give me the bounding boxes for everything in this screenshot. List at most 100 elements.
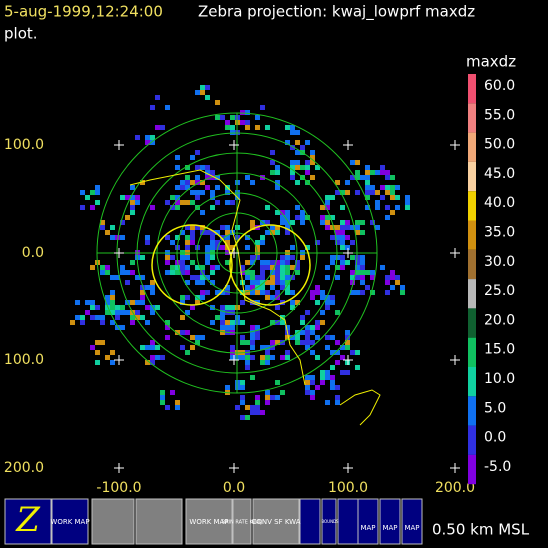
echo-cell xyxy=(360,220,365,225)
echo-cell xyxy=(355,220,360,225)
echo-cell xyxy=(220,330,225,335)
echo-cell xyxy=(95,340,100,345)
echo-cell xyxy=(290,265,295,270)
echo-cell xyxy=(155,95,160,100)
altitude: 0.50 km MSL xyxy=(432,521,530,539)
echo-cell xyxy=(90,305,95,310)
echo-cell xyxy=(330,260,335,265)
echo-cell xyxy=(225,290,230,295)
echo-cell xyxy=(285,225,290,230)
echo-cell xyxy=(110,305,115,310)
echo-cell xyxy=(385,185,390,190)
colorbar-swatch xyxy=(468,454,476,485)
echo-cell xyxy=(325,200,330,205)
toolbar-button[interactable] xyxy=(379,498,401,545)
toolbar-button[interactable] xyxy=(357,498,379,545)
echo-cell xyxy=(300,145,305,150)
echo-cell xyxy=(115,305,120,310)
echo-cell xyxy=(305,340,310,345)
echo-cell xyxy=(145,320,150,325)
echo-cell xyxy=(265,290,270,295)
toolbar-button[interactable] xyxy=(252,498,300,545)
echo-cell xyxy=(230,345,235,350)
toolbar-button[interactable] xyxy=(91,498,135,545)
echo-cell xyxy=(290,125,295,130)
echo-cell xyxy=(195,225,200,230)
echo-cell xyxy=(245,175,250,180)
echo-cell xyxy=(120,310,125,315)
colorbar-label: 45.0 xyxy=(484,166,515,182)
echo-cell xyxy=(245,285,250,290)
echo-cell xyxy=(250,260,255,265)
echo-cell xyxy=(275,270,280,275)
echo-cell xyxy=(210,280,215,285)
echo-cell xyxy=(115,310,120,315)
echo-cell xyxy=(180,345,185,350)
echo-cell xyxy=(285,325,290,330)
echo-cell xyxy=(395,205,400,210)
echo-cell xyxy=(310,330,315,335)
echo-cell xyxy=(165,405,170,410)
echo-cell xyxy=(235,405,240,410)
toolbar-button[interactable] xyxy=(185,498,233,545)
echo-cell xyxy=(400,285,405,290)
echo-cell xyxy=(215,185,220,190)
echo-cell xyxy=(285,280,290,285)
echo-cell xyxy=(310,295,315,300)
echo-cell xyxy=(250,410,255,415)
toolbar-button[interactable] xyxy=(401,498,423,545)
echo-cell xyxy=(325,345,330,350)
echo-cell xyxy=(280,265,285,270)
echo-cell xyxy=(275,180,280,185)
colorbar-label: 30.0 xyxy=(484,254,515,270)
echo-cell xyxy=(190,190,195,195)
echo-cell xyxy=(205,85,210,90)
colorbar-label: 15.0 xyxy=(484,342,515,358)
toolbar-button[interactable] xyxy=(337,498,359,545)
echo-cell xyxy=(345,220,350,225)
echo-cell xyxy=(185,235,190,240)
echo-cell xyxy=(385,170,390,175)
echo-cell xyxy=(105,270,110,275)
echo-cell xyxy=(170,240,175,245)
yellow-ring xyxy=(151,224,233,306)
echo-cell xyxy=(200,290,205,295)
echo-cell xyxy=(250,255,255,260)
echo-cell xyxy=(105,230,110,235)
toolbar-button[interactable] xyxy=(321,498,337,545)
echo-cell xyxy=(110,225,115,230)
echo-cell xyxy=(310,325,315,330)
x-tick-label: -100.0 xyxy=(96,480,141,496)
echo-cell xyxy=(355,290,360,295)
echo-cell xyxy=(330,380,335,385)
echo-cell xyxy=(180,300,185,305)
echo-cell xyxy=(110,295,115,300)
toolbar-button[interactable] xyxy=(51,498,89,545)
echo-cell xyxy=(145,240,150,245)
echo-cell xyxy=(340,370,345,375)
echo-cell xyxy=(100,340,105,345)
echo-cell xyxy=(165,325,170,330)
echo-cell xyxy=(130,210,135,215)
echo-cell xyxy=(295,265,300,270)
echo-cell xyxy=(305,390,310,395)
toolbar-button[interactable] xyxy=(135,498,183,545)
echo-cell xyxy=(265,230,270,235)
echo-cell xyxy=(275,265,280,270)
echo-cell xyxy=(380,170,385,175)
echo-cell xyxy=(190,275,195,280)
echo-cell xyxy=(310,350,315,355)
echo-cell xyxy=(330,300,335,305)
coastline xyxy=(339,389,381,426)
echo-cell xyxy=(300,255,305,260)
toolbar-button[interactable] xyxy=(4,498,52,545)
toolbar-button[interactable] xyxy=(232,498,252,545)
colorbar-swatch xyxy=(468,132,476,162)
echo-cell xyxy=(120,305,125,310)
echo-cell xyxy=(365,190,370,195)
echo-cell xyxy=(405,205,410,210)
echo-cell xyxy=(310,340,315,345)
toolbar-button[interactable] xyxy=(299,498,321,545)
echo-cell xyxy=(210,240,215,245)
echo-cell xyxy=(335,275,340,280)
